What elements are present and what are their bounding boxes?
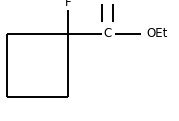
Text: OEt: OEt — [147, 27, 168, 40]
Text: F: F — [65, 0, 71, 9]
Text: O: O — [103, 0, 112, 3]
Text: C: C — [103, 27, 112, 40]
